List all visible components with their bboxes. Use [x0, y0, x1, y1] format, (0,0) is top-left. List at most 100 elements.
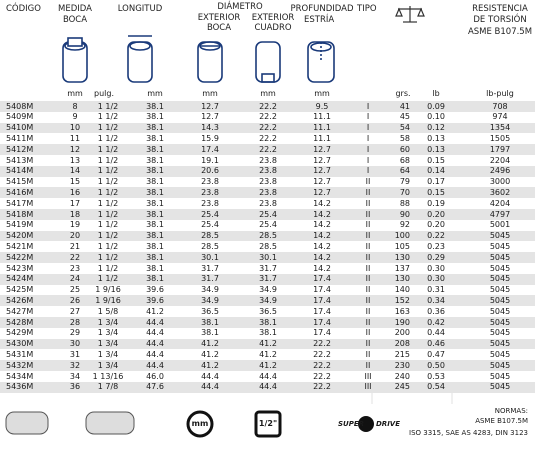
table-cell: 23.8 [259, 198, 277, 208]
table-cell: 14.2 [313, 252, 331, 262]
table-cell: 1 5/8 [97, 306, 119, 316]
table-cell: II [365, 317, 371, 327]
table-cell: 22.2 [259, 133, 277, 143]
table-cell: 5001 [489, 220, 511, 230]
table-cell: 1 3/4 [97, 360, 119, 370]
table-row [0, 360, 535, 371]
header-text: EXTERIOR [197, 13, 241, 23]
table-cell: 5416M [6, 187, 34, 197]
table-row [0, 144, 535, 155]
unit-label: grs. [395, 89, 411, 98]
socket-icons [62, 35, 335, 83]
table-cell: 5424M [6, 274, 34, 284]
table-cell: 22.2 [313, 349, 331, 359]
table-cell: 163 [394, 306, 410, 316]
table-cell: 0.50 [427, 360, 445, 370]
table-cell: 1 1/2 [97, 133, 119, 143]
unit-label: pulg. [94, 89, 114, 98]
table-row [0, 273, 535, 285]
table-cell: 5045 [489, 231, 511, 241]
table-cell: 208 [394, 339, 410, 349]
table-cell: 5431M [6, 349, 34, 359]
table-cell: 14 [69, 166, 81, 176]
table-cell: 1 1/2 [97, 101, 119, 111]
table-row [0, 122, 535, 134]
table-cell: 0.13 [427, 133, 445, 143]
table-cell: 5045 [489, 263, 511, 273]
table-cell: 5045 [489, 328, 511, 338]
table-cell: III [364, 371, 372, 381]
unit-label: mm [314, 89, 330, 98]
drive-mm-icon [186, 410, 214, 438]
table-cell: 38.1 [146, 177, 164, 187]
table-cell: 0.15 [427, 187, 445, 197]
table-cell: 245 [394, 382, 410, 392]
table-cell: 41.2 [146, 306, 164, 316]
table-cell: 44.4 [259, 382, 277, 392]
table-cell: 2496 [489, 166, 511, 176]
table-cell: 38.1 [146, 220, 164, 230]
table-cell: 1 7/8 [97, 382, 119, 392]
table-cell: 19.1 [201, 155, 219, 165]
socket-boca [197, 41, 223, 83]
table-cell: 64 [399, 166, 410, 176]
header-text: DE TORSIÓN [473, 15, 527, 25]
table-cell: 5408M [6, 101, 34, 111]
table-cell: II [365, 360, 371, 370]
table-cell: 28.5 [259, 241, 277, 251]
table-cell: 5420M [6, 231, 34, 241]
table-cell: 23.8 [259, 187, 277, 197]
table-cell: 5422M [6, 252, 34, 262]
header-text: BOCA [62, 15, 88, 25]
table-cell: 11.1 [313, 123, 331, 133]
table-cell: 23.8 [201, 177, 219, 187]
normas-text: ASME B107.5M [475, 417, 528, 425]
table-cell: 45 [399, 112, 410, 122]
table-cell: 34.9 [201, 295, 219, 305]
table-cell: 38.1 [146, 101, 164, 111]
table-cell: 16 [69, 187, 81, 197]
table-cell: 0.19 [427, 198, 445, 208]
table-cell: 46.0 [146, 371, 164, 381]
table-cell: 1 1/2 [97, 220, 119, 230]
table-cell: 12.7 [313, 166, 331, 176]
header-text: EXTERIOR [251, 13, 295, 23]
table-cell: 5436M [6, 382, 34, 392]
table-cell: 22 [69, 252, 81, 262]
normas-text: NORMAS: [494, 407, 528, 415]
table-cell: 31.7 [201, 274, 219, 284]
table-cell: 5434M [6, 371, 34, 381]
table-cell: 230 [394, 360, 410, 370]
table-cell: 31.7 [259, 263, 277, 273]
table-cell: 58 [399, 133, 410, 143]
table-cell: 28.5 [259, 231, 277, 241]
table-cell: 5045 [489, 241, 511, 251]
table-cell: 0.22 [427, 231, 445, 241]
header-text: CUADRO [254, 23, 292, 33]
table-row [0, 198, 535, 209]
table-cell: II [365, 306, 371, 316]
table-cell: 0.34 [427, 295, 445, 305]
table-cell: 0.46 [427, 339, 445, 349]
table-cell: 190 [394, 317, 410, 327]
table-cell: 200 [394, 328, 410, 338]
table-cell: 20.6 [201, 166, 219, 176]
socket-estria [307, 41, 335, 83]
table-cell: 13 [69, 155, 81, 165]
table-cell: 38.1 [146, 274, 164, 284]
table-cell: I [366, 144, 370, 154]
table-row [0, 338, 535, 350]
table-cell: III [364, 382, 372, 392]
table-cell: 0.20 [427, 209, 445, 219]
table-cell: 21 [69, 241, 81, 251]
table-cell: 38.1 [201, 317, 219, 327]
table-cell: 60 [399, 144, 410, 154]
table-cell: 11 [69, 133, 81, 143]
table-row [0, 295, 535, 307]
table-cell: 11.1 [313, 133, 331, 143]
table-cell: 70 [399, 187, 410, 197]
table-row [0, 111, 535, 123]
table-cell: 0.12 [427, 123, 445, 133]
socket-longitud [127, 35, 153, 83]
table-cell: 1 1/2 [97, 123, 119, 133]
